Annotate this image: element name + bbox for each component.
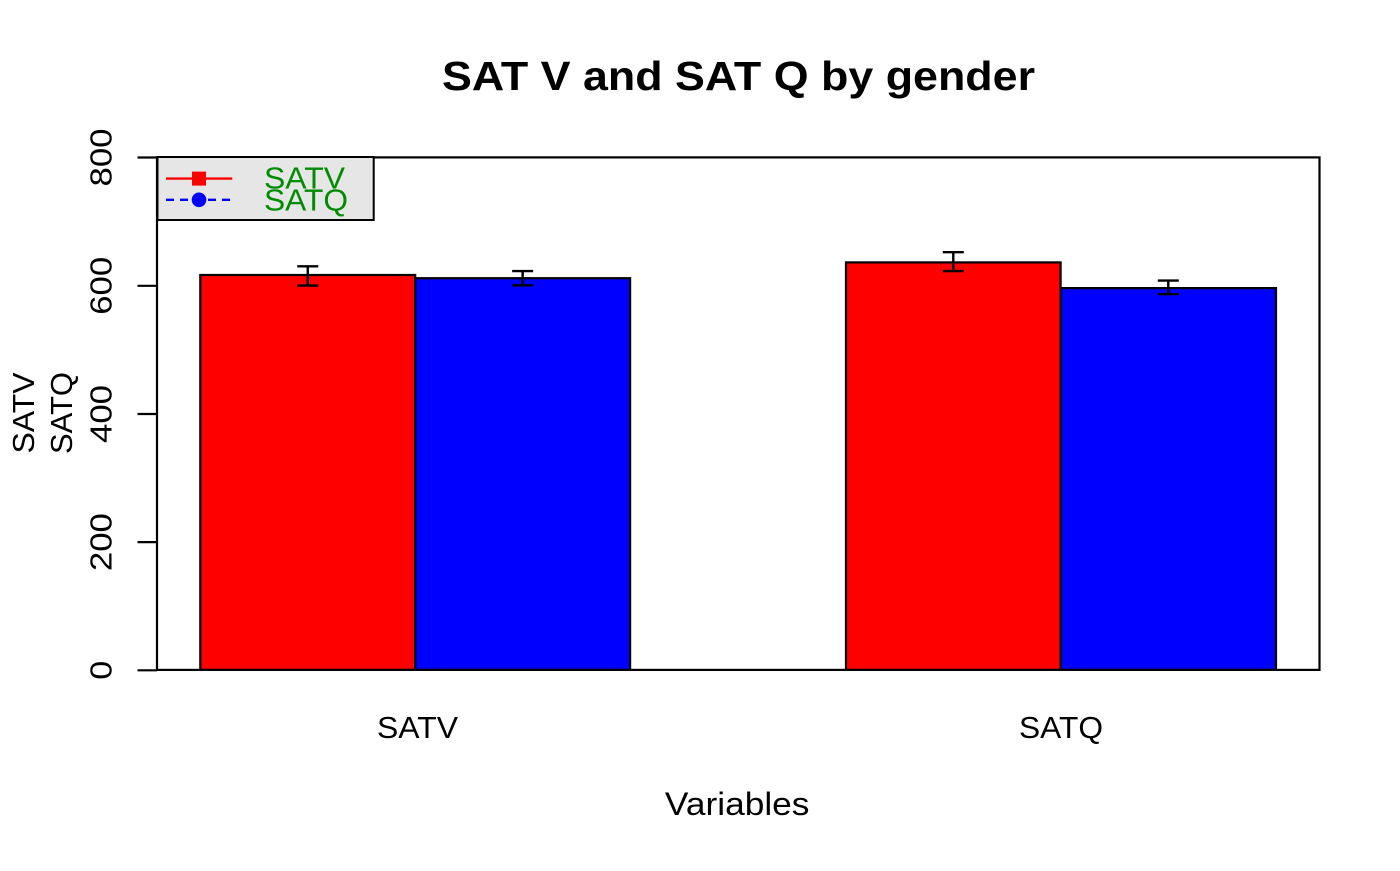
svg-text:800: 800 <box>84 129 119 187</box>
svg-text:600: 600 <box>84 257 119 315</box>
svg-text:0: 0 <box>84 661 119 680</box>
svg-text:SATQ: SATQ <box>1019 710 1103 745</box>
svg-text:SATQ: SATQ <box>264 183 348 218</box>
svg-text:SATQ: SATQ <box>44 372 79 454</box>
svg-text:SATV: SATV <box>377 710 458 745</box>
svg-text:SAT V and SAT Q by gender: SAT V and SAT Q by gender <box>442 53 1035 99</box>
svg-text:SATV: SATV <box>6 372 41 453</box>
svg-text:200: 200 <box>84 513 119 571</box>
svg-text:400: 400 <box>84 385 119 443</box>
svg-text:Variables: Variables <box>665 786 810 822</box>
svg-text:SATV: SATV <box>264 160 345 195</box>
